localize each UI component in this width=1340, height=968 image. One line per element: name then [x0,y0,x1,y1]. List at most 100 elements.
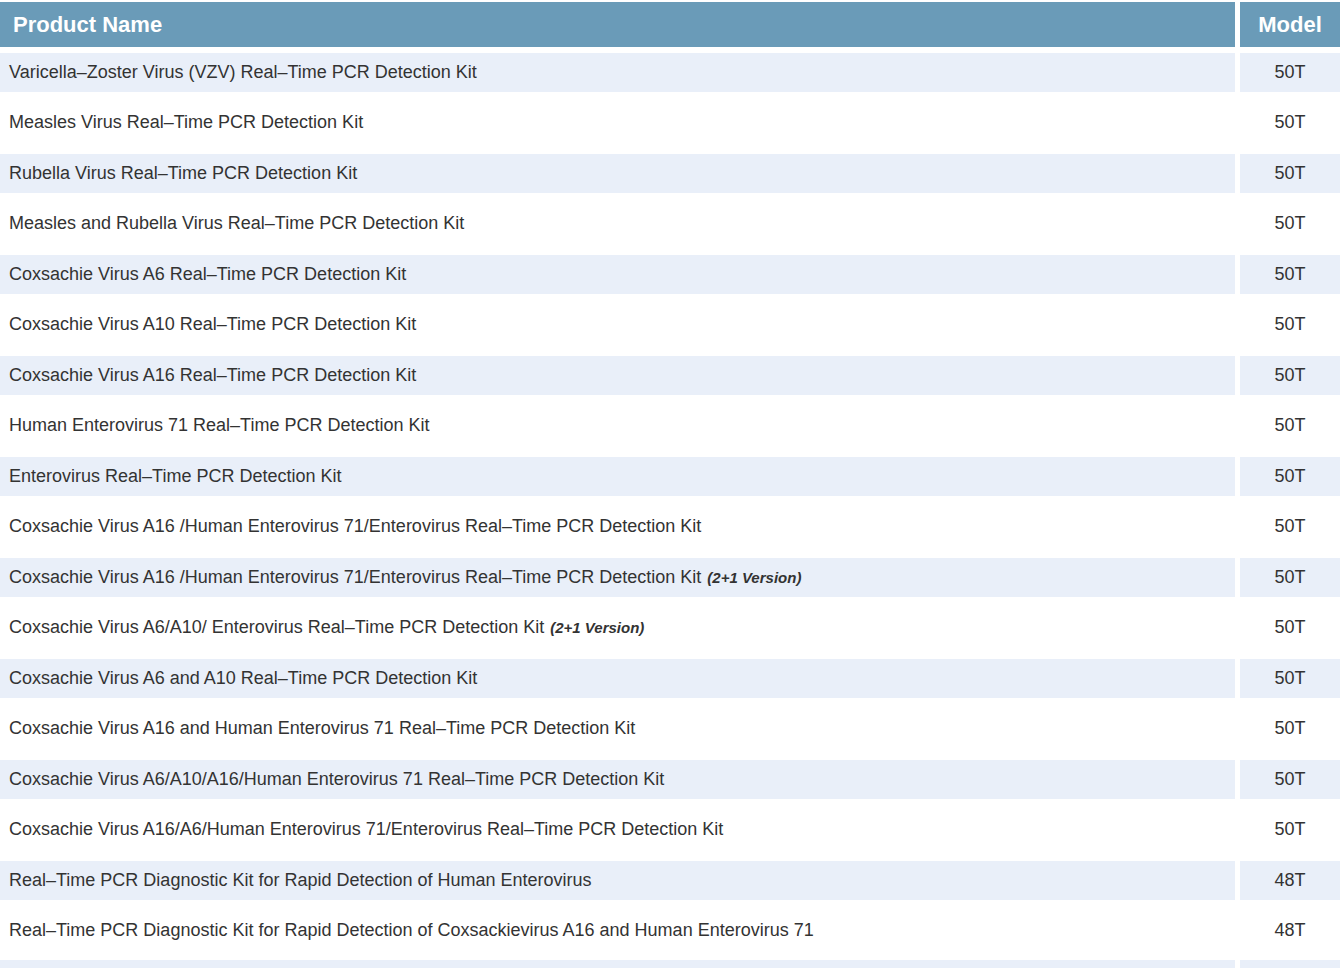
product-table: Product Name Model Varicella–Zoster Viru… [0,0,1340,968]
product-name-cell: Measles and Rubella Virus Real–Time PCR … [0,205,1235,244]
product-name-cell: Real–Time PCR Diagnostic Kit for Rapid D… [0,861,1235,900]
model-cell: 50T [1240,609,1340,648]
product-version-note: (2+1 Version) [550,619,644,636]
product-name-text: Coxsachie Virus A16 /Human Enterovirus 7… [9,567,701,588]
model-cell: 50T [1240,558,1340,597]
table-row: Coxsachie Virus A6 and A10 Real–Time PCR… [0,653,1340,704]
partial-model-cell [1240,960,1340,968]
table-body: Varicella–Zoster Virus (VZV) Real–Time P… [0,47,1340,956]
model-value: 50T [1274,213,1305,234]
product-name-cell: Coxsachie Virus A6/A10/ Enterovirus Real… [0,609,1235,648]
model-value: 50T [1274,112,1305,133]
model-value: 50T [1274,415,1305,436]
model-value: 50T [1274,567,1305,588]
table-row: Coxsachie Virus A10 Real–Time PCR Detect… [0,300,1340,351]
model-value: 50T [1274,516,1305,537]
table-row: Coxsachie Virus A6/A10/ Enterovirus Real… [0,603,1340,654]
model-cell: 50T [1240,205,1340,244]
model-value: 48T [1274,920,1305,941]
product-name-text: Human Enterovirus 71 Real–Time PCR Detec… [9,415,430,436]
table-row: Rubella Virus Real–Time PCR Detection Ki… [0,148,1340,199]
model-cell: 50T [1240,710,1340,749]
product-name-cell: Coxsachie Virus A16 /Human Enterovirus 7… [0,508,1235,547]
product-name-cell: Varicella–Zoster Virus (VZV) Real–Time P… [0,53,1235,92]
model-cell: 50T [1240,53,1340,92]
product-name-text: Coxsachie Virus A16 and Human Enteroviru… [9,718,635,739]
table-row: Enterovirus Real–Time PCR Detection Kit … [0,451,1340,502]
table-header: Product Name Model [0,0,1340,47]
model-cell: 50T [1240,356,1340,395]
model-value: 48T [1274,870,1305,891]
product-name-text: Enterovirus Real–Time PCR Detection Kit [9,466,341,487]
column-header-product-name: Product Name [0,2,1235,47]
product-name-text: Coxsachie Virus A6/A10/A16/Human Enterov… [9,769,664,790]
model-value: 50T [1274,466,1305,487]
product-name-text: Real–Time PCR Diagnostic Kit for Rapid D… [9,920,814,941]
product-name-text: Measles Virus Real–Time PCR Detection Ki… [9,112,363,133]
model-cell: 50T [1240,760,1340,799]
product-name-cell: Coxsachie Virus A6/A10/A16/Human Enterov… [0,760,1235,799]
table-row: Coxsachie Virus A16 Real–Time PCR Detect… [0,350,1340,401]
model-value: 50T [1274,668,1305,689]
product-name-cell: Coxsachie Virus A10 Real–Time PCR Detect… [0,306,1235,345]
table-row: Varicella–Zoster Virus (VZV) Real–Time P… [0,47,1340,98]
model-cell: 48T [1240,912,1340,951]
table-row: Human Enterovirus 71 Real–Time PCR Detec… [0,401,1340,452]
product-name-cell: Coxsachie Virus A16/A6/Human Enterovirus… [0,811,1235,850]
model-value: 50T [1274,718,1305,739]
table-row: Coxsachie Virus A16 and Human Enteroviru… [0,704,1340,755]
model-value: 50T [1274,163,1305,184]
model-cell: 50T [1240,457,1340,496]
table-row: Coxsachie Virus A16 /Human Enterovirus 7… [0,552,1340,603]
product-name-cell: Coxsachie Virus A16 and Human Enteroviru… [0,710,1235,749]
table-row: Measles and Rubella Virus Real–Time PCR … [0,199,1340,250]
table-row: Coxsachie Virus A16/A6/Human Enterovirus… [0,805,1340,856]
product-name-text: Coxsachie Virus A6 and A10 Real–Time PCR… [9,668,477,689]
table-row: Coxsachie Virus A16 /Human Enterovirus 7… [0,502,1340,553]
model-cell: 50T [1240,154,1340,193]
product-name-text: Coxsachie Virus A16 Real–Time PCR Detect… [9,365,416,386]
product-name-cell: Real–Time PCR Diagnostic Kit for Rapid D… [0,912,1235,951]
partial-product-cell [0,960,1235,968]
model-cell: 50T [1240,104,1340,143]
next-row-partial [0,956,1340,968]
product-name-text: Coxsachie Virus A6/A10/ Enterovirus Real… [9,617,544,638]
model-cell: 50T [1240,659,1340,698]
product-name-text: Varicella–Zoster Virus (VZV) Real–Time P… [9,62,477,83]
product-name-cell: Coxsachie Virus A16 /Human Enterovirus 7… [0,558,1235,597]
model-value: 50T [1274,819,1305,840]
product-name-cell: Enterovirus Real–Time PCR Detection Kit [0,457,1235,496]
model-cell: 48T [1240,861,1340,900]
product-name-text: Coxsachie Virus A16/A6/Human Enterovirus… [9,819,723,840]
product-name-text: Rubella Virus Real–Time PCR Detection Ki… [9,163,357,184]
product-name-text: Coxsachie Virus A6 Real–Time PCR Detecti… [9,264,406,285]
model-cell: 50T [1240,255,1340,294]
model-value: 50T [1274,769,1305,790]
model-value: 50T [1274,617,1305,638]
model-cell: 50T [1240,407,1340,446]
product-name-text: Measles and Rubella Virus Real–Time PCR … [9,213,464,234]
table-row: Real–Time PCR Diagnostic Kit for Rapid D… [0,906,1340,957]
product-name-cell: Human Enterovirus 71 Real–Time PCR Detec… [0,407,1235,446]
model-value: 50T [1274,264,1305,285]
model-cell: 50T [1240,811,1340,850]
model-value: 50T [1274,365,1305,386]
table-row: Coxsachie Virus A6 Real–Time PCR Detecti… [0,249,1340,300]
table-row: Coxsachie Virus A6/A10/A16/Human Enterov… [0,754,1340,805]
product-name-text: Coxsachie Virus A16 /Human Enterovirus 7… [9,516,701,537]
product-name-cell: Measles Virus Real–Time PCR Detection Ki… [0,104,1235,143]
table-row: Measles Virus Real–Time PCR Detection Ki… [0,98,1340,149]
product-name-text: Real–Time PCR Diagnostic Kit for Rapid D… [9,870,592,891]
table-row: Real–Time PCR Diagnostic Kit for Rapid D… [0,855,1340,906]
product-name-cell: Rubella Virus Real–Time PCR Detection Ki… [0,154,1235,193]
model-cell: 50T [1240,306,1340,345]
product-name-cell: Coxsachie Virus A16 Real–Time PCR Detect… [0,356,1235,395]
product-name-cell: Coxsachie Virus A6 and A10 Real–Time PCR… [0,659,1235,698]
model-value: 50T [1274,62,1305,83]
model-value: 50T [1274,314,1305,335]
model-cell: 50T [1240,508,1340,547]
product-name-cell: Coxsachie Virus A6 Real–Time PCR Detecti… [0,255,1235,294]
column-header-model: Model [1240,2,1340,47]
product-version-note: (2+1 Version) [707,569,801,586]
product-name-text: Coxsachie Virus A10 Real–Time PCR Detect… [9,314,416,335]
